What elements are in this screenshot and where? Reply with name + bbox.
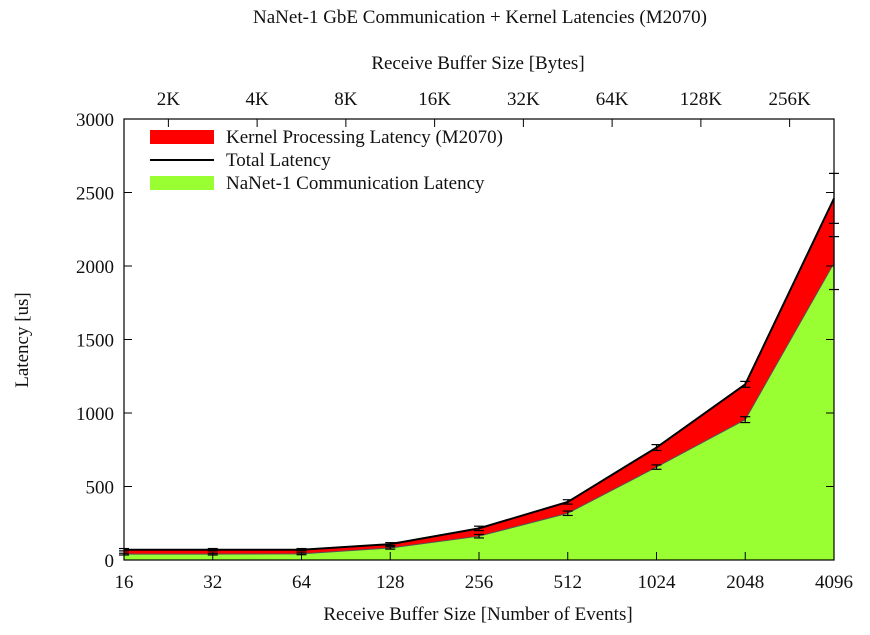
x2-tick-label: 64K [596,89,629,110]
y-tick-label: 1500 [76,331,114,352]
y-tick-label: 3000 [76,110,114,131]
total-errorbar [207,547,218,552]
legend-label: Total Latency [226,150,331,171]
x2-tick-label: 2K [157,89,181,110]
y-axis-label: Latency [us] [12,292,33,387]
x-tick-label: 16 [115,572,134,593]
total-errorbar [562,499,573,505]
x2-tick-label: 32K [507,89,540,110]
legend-swatch [150,176,214,190]
x-tick-label: 1024 [638,572,677,593]
communication-errorbar [385,546,396,550]
y-tick-label: 500 [86,478,115,499]
chart-title: NaNet-1 GbE Communication + Kernel Laten… [253,7,707,28]
x2-tick-label: 256K [769,89,812,110]
total-errorbar [651,444,662,452]
x2-tick-label: 16K [418,89,451,110]
x-tick-label: 32 [203,572,222,593]
communication-errorbar [740,416,751,424]
legend-label: Kernel Processing Latency (M2070) [226,127,503,148]
communication-latency-area [124,263,834,560]
communication-errorbar [651,464,662,470]
x2-tick-label: 8K [334,89,358,110]
y-tick-label: 0 [105,551,115,572]
x-tick-label: 512 [554,572,583,593]
x-tick-label: 64 [292,572,312,593]
plot-area: 0 500 1000 1500 2000 2500 3000 16 32 64 128 256 512 1… [76,89,853,593]
total-errorbar [385,542,396,547]
legend-label: NaNet-1 Communication Latency [226,173,485,194]
legend-swatch [150,130,214,144]
x-axis-label: Receive Buffer Size [Number of Events] [323,604,632,625]
x-tick-label: 4096 [815,572,853,593]
x2-tick-label: 4K [246,89,270,110]
communication-errorbar [562,510,573,517]
y-tick-label: 2500 [76,184,114,205]
y-tick-label: 2000 [76,257,114,278]
communication-errorbar [474,533,484,539]
x2-axis-label: Receive Buffer Size [Bytes] [371,53,584,74]
total-errorbar [474,525,484,532]
x2-tick-label: 128K [680,89,723,110]
total-errorbar [740,380,751,388]
total-errorbar [296,547,307,552]
x-tick-label: 128 [376,572,405,593]
x-tick-label: 256 [465,572,494,593]
y-tick-label: 1000 [76,404,114,425]
x-tick-label: 2048 [726,572,764,593]
